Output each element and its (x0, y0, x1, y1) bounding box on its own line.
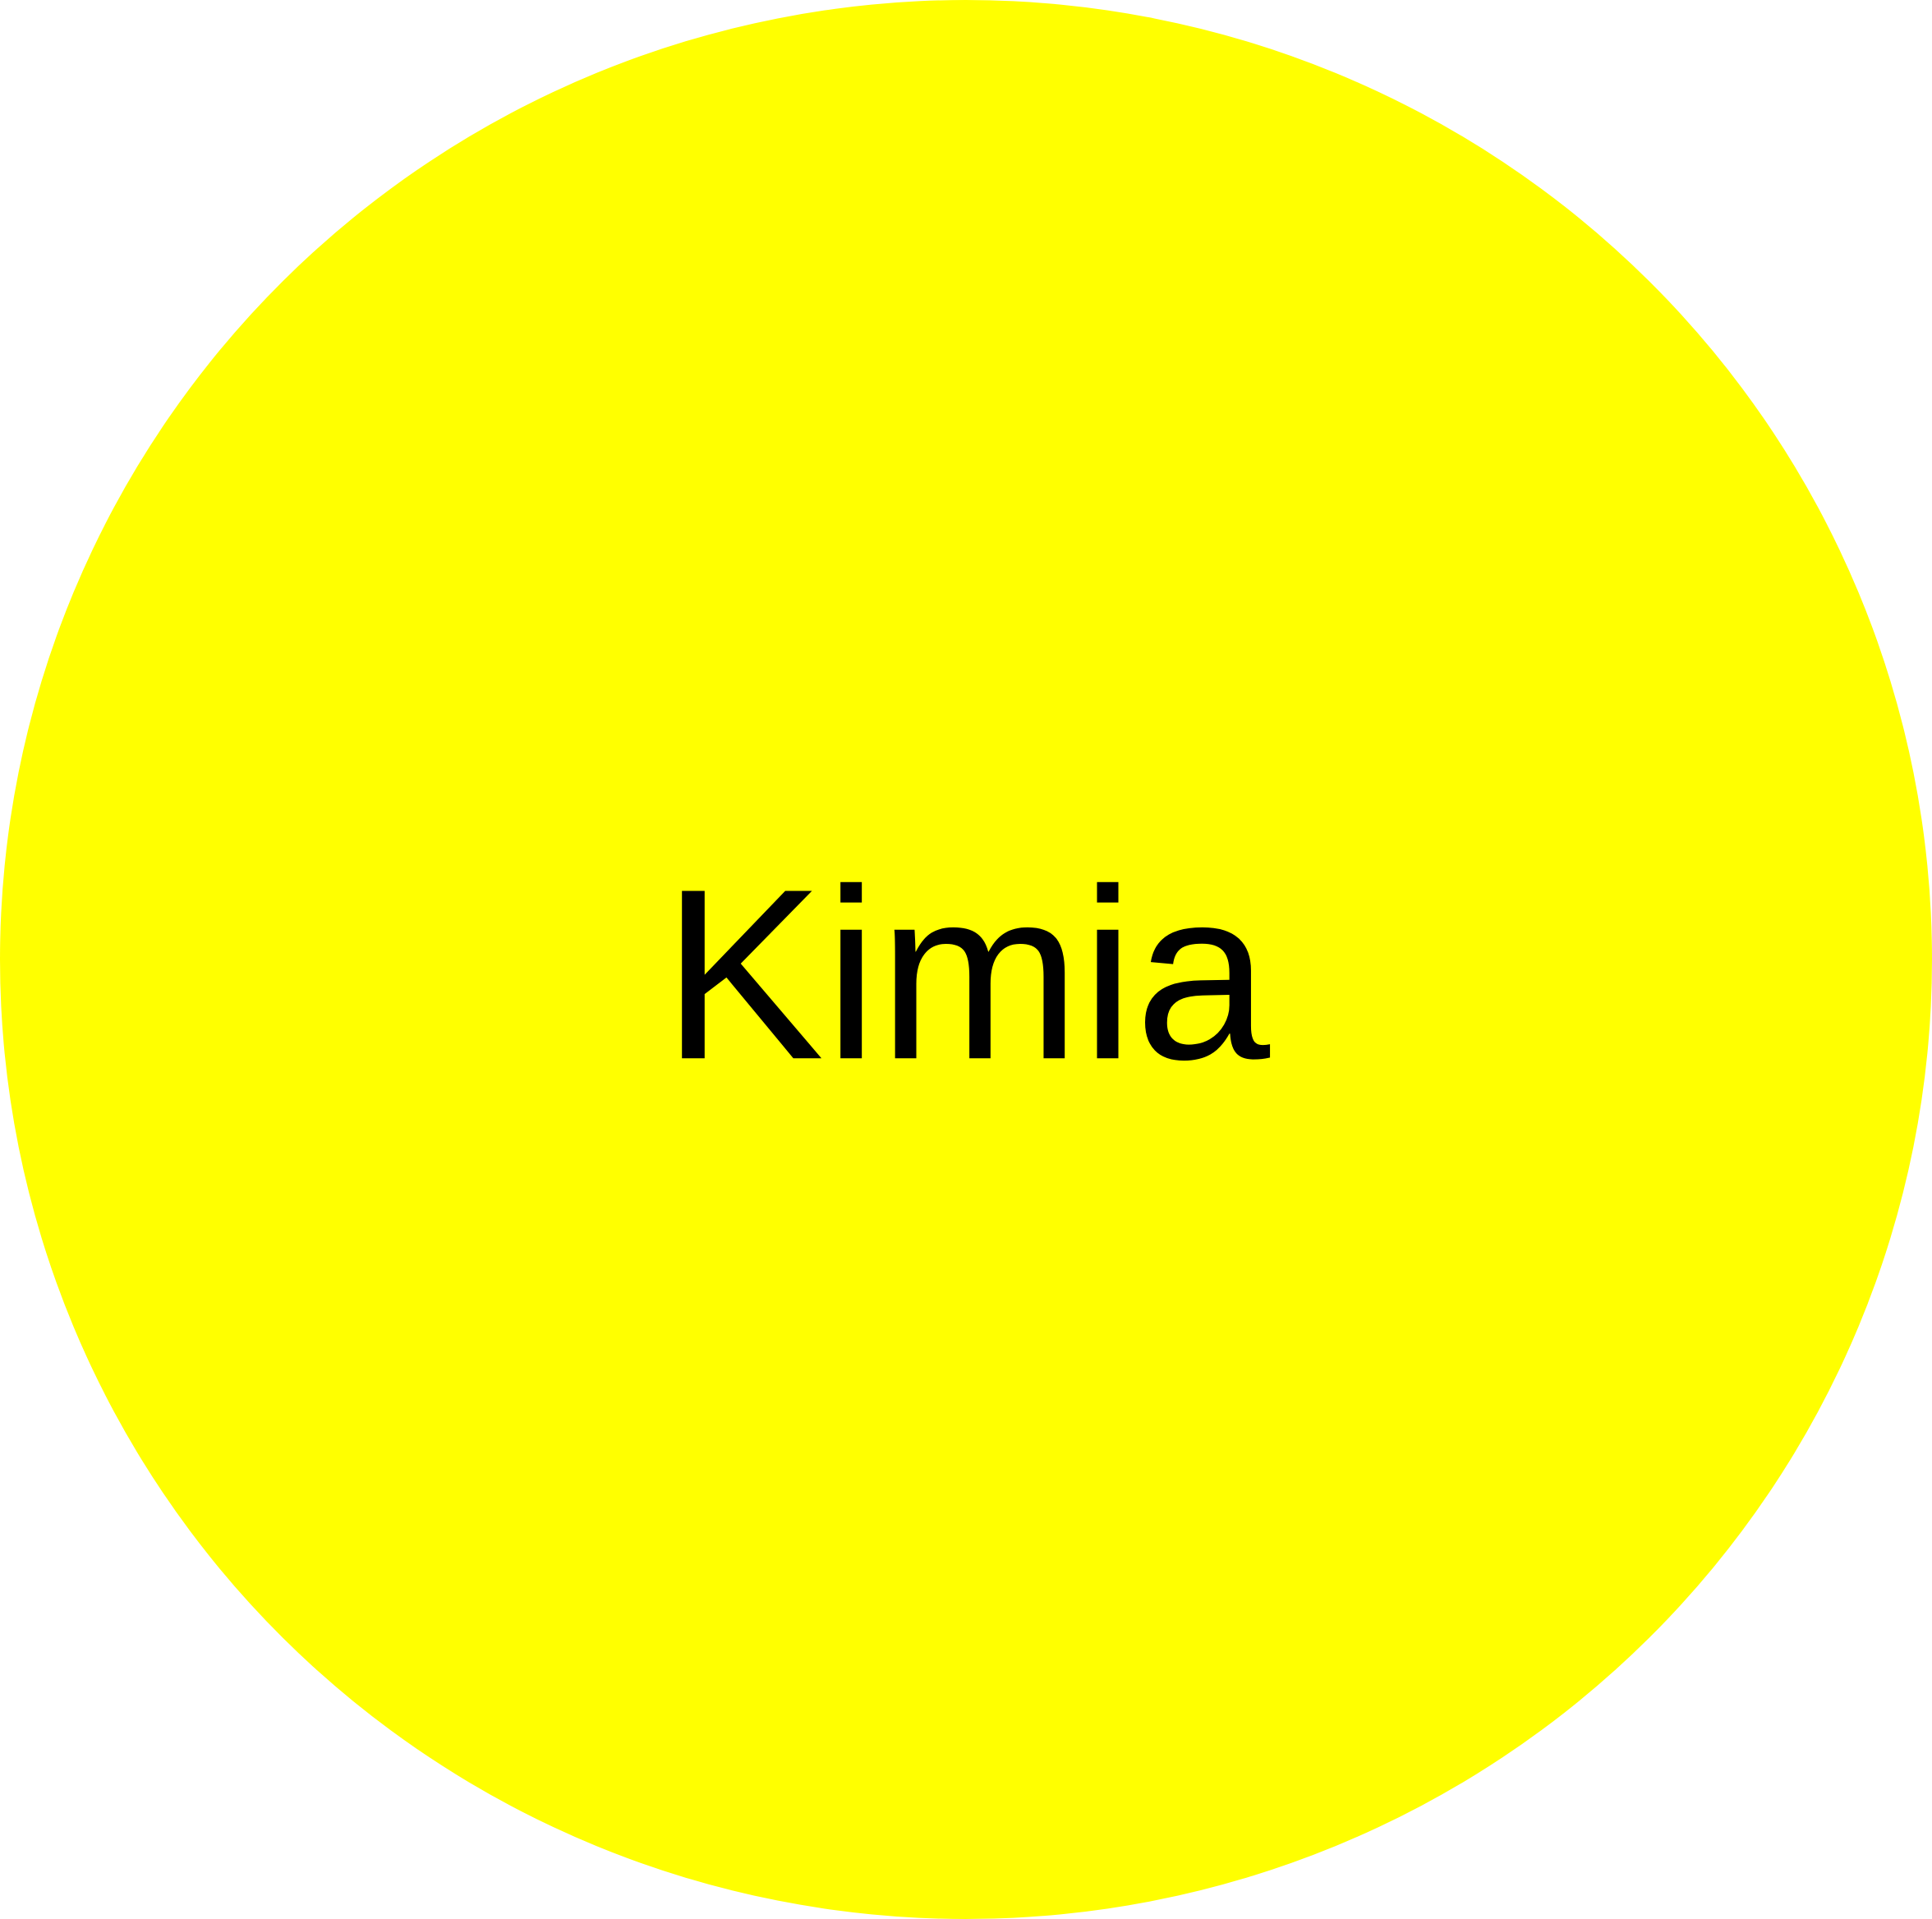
node-label: Kimia (662, 838, 1272, 1110)
